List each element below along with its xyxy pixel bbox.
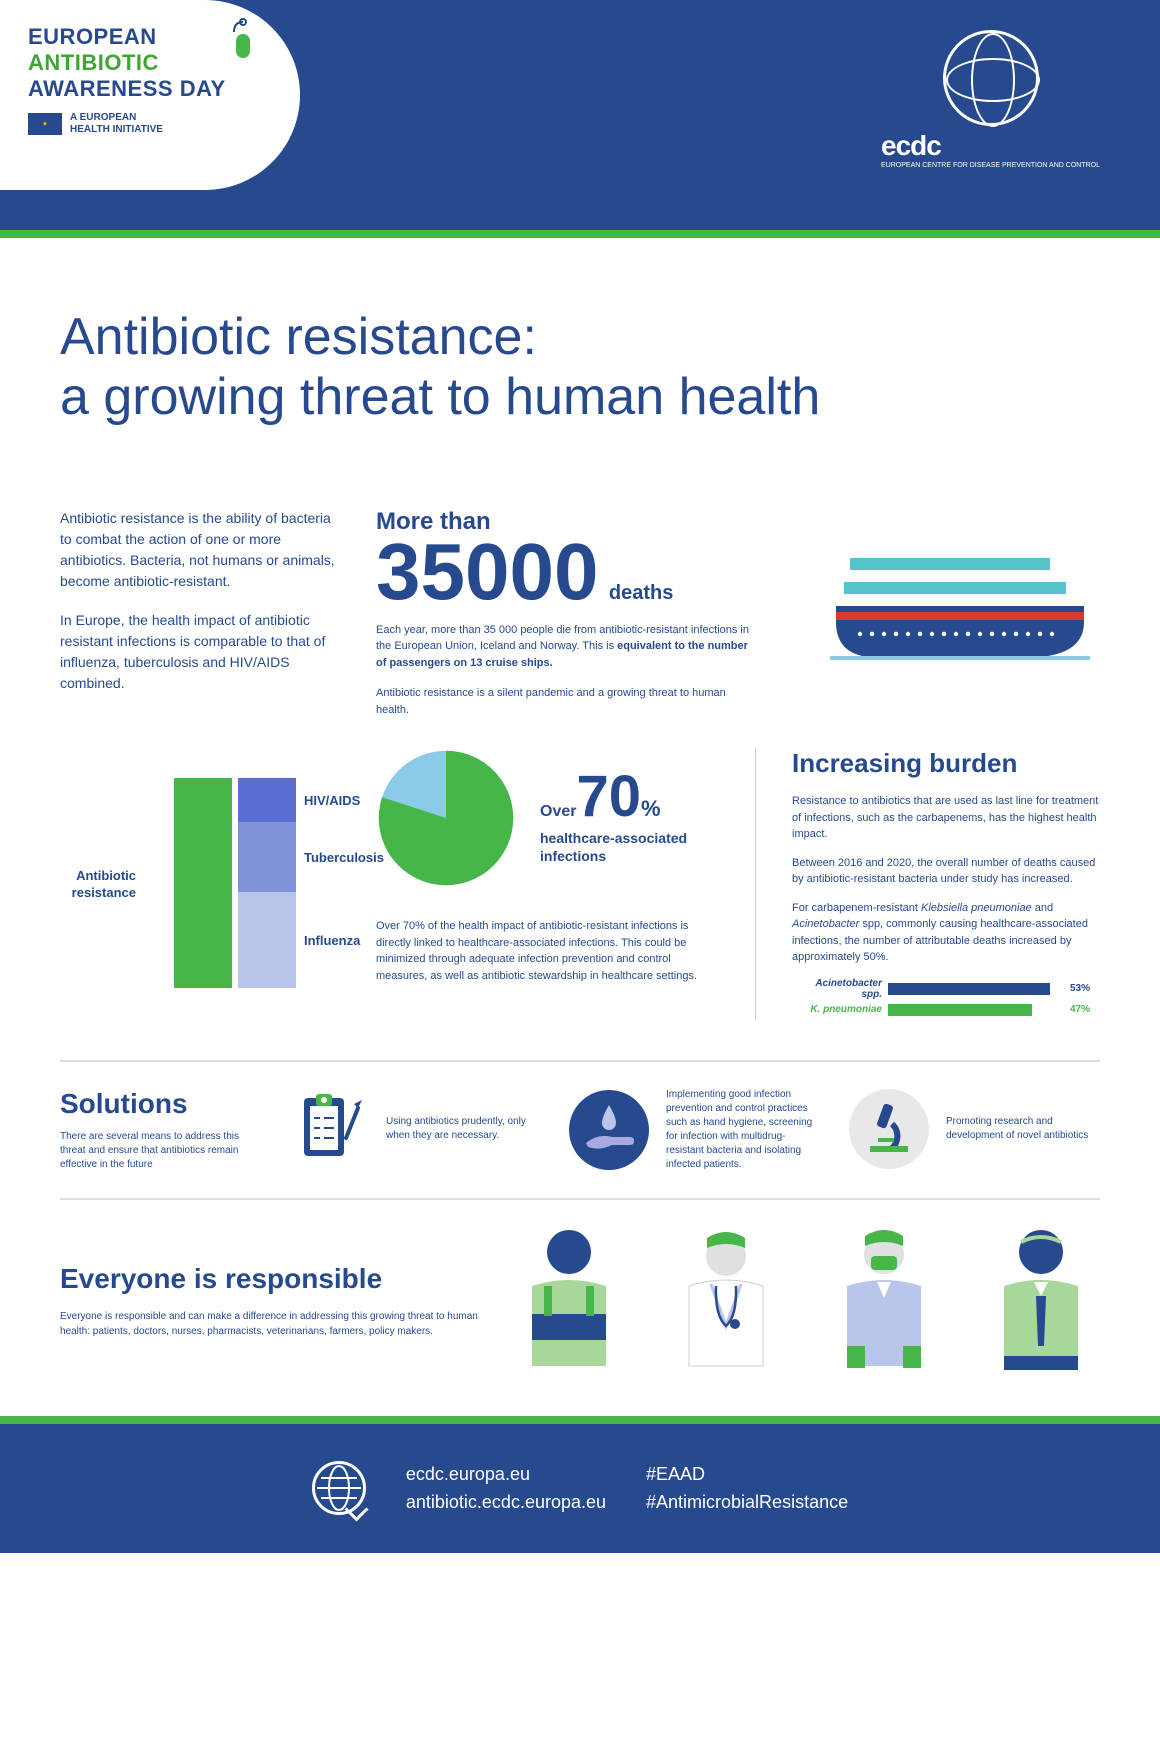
- pie-description: Over 70% of the health impact of antibio…: [376, 918, 725, 984]
- solution-text-2: Implementing good infection prevention a…: [666, 1088, 820, 1172]
- responsible-lead: Everyone is responsible Everyone is resp…: [60, 1263, 480, 1339]
- deaths-stat: More than 35000 deaths Each year, more t…: [376, 508, 784, 719]
- pie-chart: [376, 748, 516, 888]
- solution-item-2: Implementing good infection prevention a…: [568, 1088, 820, 1172]
- divider: [60, 1060, 1100, 1062]
- ecdc-logo: ecdc EUROPEAN CENTRE FOR DISEASE PREVENT…: [881, 30, 1100, 170]
- divider: [60, 1198, 1100, 1200]
- stack-seg-tb: Tuberculosis: [238, 822, 296, 892]
- ecdc-name: ecdc: [881, 130, 1100, 162]
- surgeon-icon: [829, 1226, 939, 1376]
- ar-bar-label: Antibiotic resistance: [56, 868, 136, 902]
- ecdc-subtitle: EUROPEAN CENTRE FOR DISEASE PREVENTION A…: [881, 162, 1100, 170]
- microscope-icon: [848, 1088, 930, 1170]
- burden-p1: Resistance to antibiotics that are used …: [792, 793, 1100, 843]
- policymaker-icon: [986, 1226, 1096, 1376]
- responsible-text: Everyone is responsible and can make a d…: [60, 1309, 480, 1339]
- patient-icon: [514, 1226, 624, 1376]
- comparison-stack: HIV/AIDS Tuberculosis Influenza: [238, 778, 296, 988]
- eu-flag-icon: [28, 113, 62, 135]
- cruise-ship-icon: [820, 508, 1100, 719]
- solutions-lead-text: There are several means to address this …: [60, 1130, 260, 1172]
- header-banner: EUROPEAN ANTIBIOTIC AWARENESS DAY A EURO…: [0, 0, 1160, 230]
- pie-value-box: Over70% healthcare-associated infections: [540, 771, 725, 866]
- green-divider: [0, 1416, 1160, 1424]
- solutions-lead: Solutions There are several means to add…: [60, 1088, 260, 1172]
- stack-seg-hiv: HIV/AIDS: [238, 778, 296, 822]
- deaths-word: deaths: [609, 582, 673, 604]
- burden-p3: For carbapenem-resistant Klebsiella pneu…: [792, 900, 1100, 966]
- pie-caption: healthcare-associated infections: [540, 829, 725, 865]
- burden-p2: Between 2016 and 2020, the overall numbe…: [792, 855, 1100, 888]
- comparison-bar-chart: Antibiotic resistance HIV/AIDS Tuberculo…: [60, 748, 340, 1020]
- clipboard-icon: [288, 1088, 370, 1170]
- intro-column: Antibiotic resistance is the ability of …: [60, 508, 340, 719]
- hbar-klebsiella: K. pneumoniae 47%: [792, 1004, 1100, 1016]
- responsible-row: Everyone is responsible Everyone is resp…: [60, 1226, 1100, 1376]
- badge-sub-2: HEALTH INITIATIVE: [70, 124, 163, 136]
- deaths-text-2: Antibiotic resistance is a silent pandem…: [376, 685, 756, 718]
- responsible-heading: Everyone is responsible: [60, 1263, 480, 1295]
- page-title: Antibiotic resistance: a growing threat …: [60, 308, 1100, 428]
- stack-seg-flu: Influenza: [238, 892, 296, 988]
- pill-stethoscope-icon: [228, 18, 260, 62]
- globe-search-icon: [312, 1461, 366, 1515]
- hand-wash-icon: [568, 1089, 650, 1171]
- deaths-number: 35000: [376, 536, 598, 608]
- solutions-row: Solutions There are several means to add…: [60, 1088, 1100, 1172]
- badge-sub-1: A EUROPEAN: [70, 112, 163, 124]
- footer-tag-2: #AntimicrobialResistance: [646, 1488, 848, 1517]
- main-content: Antibiotic resistance: a growing threat …: [0, 238, 1160, 1416]
- solution-item-1: Using antibiotics prudently, only when t…: [288, 1088, 540, 1170]
- burden-heading: Increasing burden: [792, 748, 1100, 779]
- footer-tag-1: #EAAD: [646, 1460, 848, 1489]
- footer-url-2[interactable]: antibiotic.ecdc.europa.eu: [406, 1488, 606, 1517]
- globe-icon: [943, 30, 1039, 126]
- eaad-badge: EUROPEAN ANTIBIOTIC AWARENESS DAY A EURO…: [0, 0, 300, 190]
- increasing-burden-block: Increasing burden Resistance to antibiot…: [792, 748, 1100, 1020]
- solution-item-3: Promoting research and development of no…: [848, 1088, 1100, 1170]
- solution-text-1: Using antibiotics prudently, only when t…: [386, 1115, 540, 1143]
- pie-chart-block: Over70% healthcare-associated infections…: [376, 748, 756, 1020]
- nurse-icon: [671, 1226, 781, 1376]
- footer-hashtags: #EAAD #AntimicrobialResistance: [646, 1460, 848, 1518]
- footer: ecdc.europa.eu antibiotic.ecdc.europa.eu…: [0, 1424, 1160, 1554]
- hbar-acinetobacter: Acinetobacter spp. 53%: [792, 978, 1100, 1000]
- solution-text-3: Promoting research and development of no…: [946, 1115, 1100, 1143]
- solutions-heading: Solutions: [60, 1088, 260, 1120]
- footer-url-1[interactable]: ecdc.europa.eu: [406, 1460, 606, 1489]
- green-divider: [0, 230, 1160, 238]
- badge-line-3: AWARENESS DAY: [28, 76, 272, 102]
- intro-p2: In Europe, the health impact of antibiot…: [60, 610, 340, 694]
- people-icons: [510, 1226, 1100, 1376]
- ar-bar: [174, 778, 232, 988]
- footer-urls: ecdc.europa.eu antibiotic.ecdc.europa.eu: [406, 1460, 606, 1518]
- deaths-text-1: Each year, more than 35 000 people die f…: [376, 622, 756, 672]
- intro-p1: Antibiotic resistance is the ability of …: [60, 508, 340, 592]
